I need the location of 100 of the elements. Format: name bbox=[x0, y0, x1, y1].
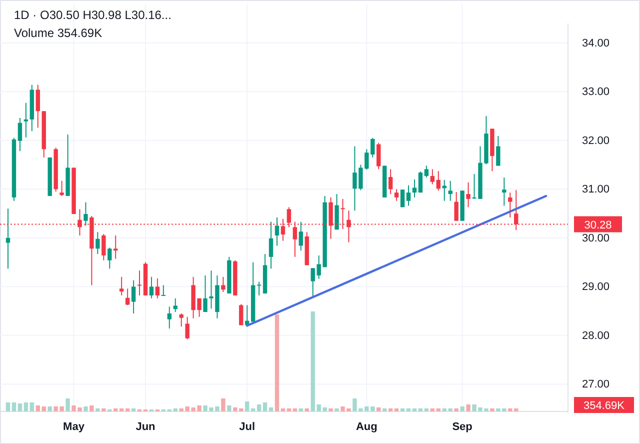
candlestick bbox=[430, 168, 435, 185]
candlestick bbox=[114, 234, 118, 260]
candlestick bbox=[179, 312, 184, 328]
bar bbox=[24, 402, 28, 412]
y-tick-label: 27.00 bbox=[582, 378, 610, 391]
y-tick-label: 33.00 bbox=[582, 86, 610, 98]
ref-line-label: 30.28 bbox=[584, 219, 612, 232]
bar bbox=[328, 408, 333, 412]
candlestick bbox=[424, 165, 429, 178]
bar bbox=[131, 408, 136, 412]
x-tick-label: Aug bbox=[356, 421, 378, 434]
bar bbox=[376, 407, 381, 412]
bar bbox=[42, 406, 46, 412]
candlestick bbox=[502, 176, 506, 206]
annotation: Volume 354.69K bbox=[14, 26, 102, 40]
text: 354.69K bbox=[584, 400, 626, 412]
bar bbox=[508, 408, 512, 412]
bar bbox=[245, 401, 250, 412]
candlestick bbox=[436, 170, 440, 192]
candlestick bbox=[131, 280, 136, 314]
candlestick bbox=[18, 117, 22, 152]
bar bbox=[466, 404, 470, 412]
x-tick-label: Jun bbox=[136, 421, 156, 434]
candlestick bbox=[298, 221, 304, 252]
bar bbox=[292, 408, 298, 412]
candlestick bbox=[448, 180, 452, 202]
bar bbox=[514, 408, 518, 412]
candlestick bbox=[149, 276, 154, 299]
bar bbox=[394, 408, 399, 412]
bar bbox=[460, 406, 464, 412]
candlestick bbox=[376, 142, 381, 170]
bar bbox=[250, 408, 256, 412]
candlestick bbox=[268, 221, 274, 270]
candlestick bbox=[418, 171, 423, 194]
bar bbox=[221, 398, 226, 412]
candlestick bbox=[155, 278, 160, 299]
x-tick-label: May bbox=[63, 421, 86, 434]
bar bbox=[36, 405, 40, 412]
bar bbox=[388, 408, 393, 412]
candlestick bbox=[239, 304, 244, 326]
y-tick-label: 28.00 bbox=[582, 330, 610, 342]
bar bbox=[90, 405, 94, 412]
bar bbox=[424, 408, 429, 412]
candlestick bbox=[466, 182, 470, 208]
bar bbox=[227, 405, 232, 412]
candlestick bbox=[96, 232, 100, 254]
bar bbox=[418, 408, 423, 412]
bar bbox=[286, 408, 292, 412]
bar bbox=[256, 404, 262, 412]
candlestick bbox=[274, 216, 280, 246]
bar bbox=[84, 406, 88, 412]
candlestick bbox=[24, 102, 28, 138]
bar bbox=[400, 408, 405, 412]
bar bbox=[334, 408, 339, 412]
y-tick-label: 30.00 bbox=[582, 232, 610, 244]
candlestick bbox=[203, 274, 208, 312]
bar bbox=[66, 398, 70, 412]
candlestick bbox=[256, 281, 262, 296]
bar bbox=[173, 408, 178, 412]
candlestick bbox=[108, 247, 112, 270]
candlestick bbox=[496, 136, 500, 166]
bar bbox=[125, 408, 130, 412]
x-tick-label: Sep bbox=[452, 421, 473, 434]
candlestick bbox=[400, 189, 405, 208]
candlestick bbox=[84, 202, 88, 226]
candlestick bbox=[125, 288, 130, 306]
bar bbox=[262, 402, 268, 412]
candlestick bbox=[119, 276, 124, 296]
candlestick bbox=[102, 234, 106, 261]
bar bbox=[6, 402, 10, 412]
chart-title: 1D · O30.50 H30.98 L30.16... bbox=[14, 8, 172, 22]
candlestick bbox=[36, 84, 40, 128]
bar bbox=[18, 403, 22, 412]
bar bbox=[114, 408, 118, 412]
bar bbox=[406, 408, 411, 412]
candlestick bbox=[137, 270, 142, 296]
candlestick bbox=[221, 276, 226, 293]
candlestick bbox=[161, 284, 166, 296]
bar bbox=[304, 408, 309, 412]
bar bbox=[119, 408, 124, 412]
bar bbox=[96, 408, 100, 412]
bar bbox=[12, 402, 16, 412]
bar bbox=[30, 402, 34, 412]
candlestick bbox=[388, 168, 393, 195]
y-tick-label: 31.00 bbox=[582, 184, 610, 196]
y-tick-label: 34.00 bbox=[582, 37, 610, 50]
bar bbox=[454, 408, 458, 412]
bar bbox=[48, 406, 52, 412]
candlestick bbox=[167, 306, 172, 330]
candlestick bbox=[412, 178, 417, 198]
bar bbox=[268, 407, 274, 412]
candlestick bbox=[394, 188, 399, 202]
bar bbox=[430, 408, 435, 412]
candlestick bbox=[442, 179, 446, 202]
bar bbox=[280, 408, 286, 412]
bar bbox=[436, 408, 440, 412]
candlestick bbox=[185, 316, 190, 340]
candlestick bbox=[508, 192, 512, 218]
candlestick bbox=[6, 208, 10, 270]
bar bbox=[102, 408, 106, 412]
